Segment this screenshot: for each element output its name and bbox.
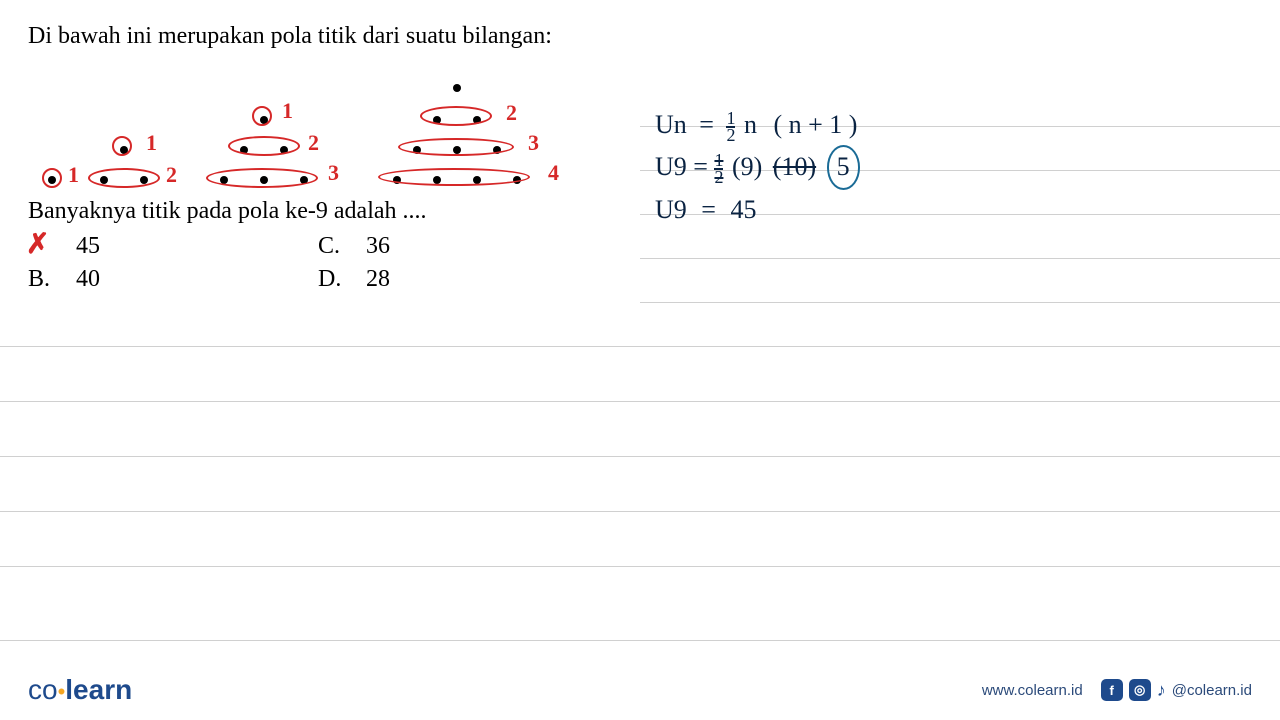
red-circle-annotation bbox=[252, 106, 272, 126]
hw-frac1: 1 2 bbox=[726, 111, 735, 144]
hw-u9b: U9 bbox=[655, 195, 687, 224]
red-circle-annotation bbox=[42, 168, 62, 188]
hw-frac1-den: 2 bbox=[726, 125, 735, 145]
red-count-label: 4 bbox=[548, 160, 559, 186]
footer: co•learn www.colearn.id f ◎ ♪ @colearn.i… bbox=[28, 674, 1252, 706]
handwritten-solution: Un = 1 2 n ( n + 1 ) U9 = 1 2 (9) (10) 5… bbox=[655, 105, 1215, 230]
hw-line-1: Un = 1 2 n ( n + 1 ) bbox=[655, 105, 1215, 145]
choice-c: C. 36 bbox=[318, 233, 518, 260]
choice-a: ✗ A. 45 bbox=[28, 233, 318, 260]
hw-paren1: ( n + 1 ) bbox=[773, 110, 857, 139]
red-count-label: 2 bbox=[506, 100, 517, 126]
red-ellipse-annotation bbox=[206, 168, 318, 188]
hw-frac2: 1 2 bbox=[714, 153, 723, 186]
hw-ten: (10) bbox=[773, 152, 816, 181]
choice-b-value: 40 bbox=[76, 266, 100, 293]
red-ellipse-annotation bbox=[88, 168, 160, 188]
cross-mark-icon: ✗ bbox=[26, 227, 49, 261]
red-count-label: 1 bbox=[146, 130, 157, 156]
hw-eq1: = bbox=[699, 110, 714, 139]
hw-n: n bbox=[744, 110, 757, 139]
choice-b-letter: B. bbox=[28, 266, 58, 293]
hw-line-2: U9 = 1 2 (9) (10) 5 bbox=[655, 145, 1215, 189]
dot-pattern-diagram: 112123234 bbox=[28, 64, 588, 194]
hw-nine: (9) bbox=[732, 152, 762, 181]
hw-line-3: U9 = 45 bbox=[655, 190, 1215, 230]
answer-choices: ✗ A. 45 C. 36 B. 40 D. 28 bbox=[28, 233, 1252, 293]
tiktok-icon: ♪ bbox=[1157, 680, 1166, 701]
hw-u9a: U9 bbox=[655, 152, 687, 181]
red-count-label: 1 bbox=[282, 98, 293, 124]
choice-a-value: 45 bbox=[76, 233, 100, 260]
question-text: Di bawah ini merupakan pola titik dari s… bbox=[28, 18, 588, 54]
brand-logo: co•learn bbox=[28, 674, 132, 706]
choice-c-value: 36 bbox=[366, 233, 390, 260]
hw-eq3: = bbox=[701, 195, 716, 224]
hw-five-circled: 5 bbox=[827, 145, 860, 189]
red-count-label: 3 bbox=[328, 160, 339, 186]
red-ellipse-annotation bbox=[378, 168, 530, 186]
choice-b: B. 40 bbox=[28, 266, 318, 293]
red-ellipse-annotation bbox=[398, 138, 514, 156]
hw-frac2-den: 2 bbox=[714, 167, 723, 187]
facebook-icon: f bbox=[1101, 679, 1123, 701]
red-count-label: 2 bbox=[308, 130, 319, 156]
hw-un: Un bbox=[655, 110, 687, 139]
logo-co: co bbox=[28, 674, 58, 705]
choice-c-letter: C. bbox=[318, 233, 348, 260]
footer-right: www.colearn.id f ◎ ♪ @colearn.id bbox=[982, 679, 1252, 701]
choice-d-value: 28 bbox=[366, 266, 390, 293]
social-icons: f ◎ ♪ @colearn.id bbox=[1101, 679, 1252, 701]
instagram-icon: ◎ bbox=[1129, 679, 1151, 701]
hw-result: 45 bbox=[730, 195, 756, 224]
footer-handle: @colearn.id bbox=[1172, 682, 1252, 699]
red-ellipse-annotation bbox=[228, 136, 300, 156]
choice-d: D. 28 bbox=[318, 266, 518, 293]
choice-d-letter: D. bbox=[318, 266, 348, 293]
logo-learn: learn bbox=[65, 674, 132, 705]
hw-eq2: = bbox=[693, 152, 708, 181]
choice-a-letter: ✗ A. bbox=[28, 233, 58, 260]
red-count-label: 3 bbox=[528, 130, 539, 156]
red-count-label: 1 bbox=[68, 162, 79, 188]
pattern-dot bbox=[453, 84, 461, 92]
red-count-label: 2 bbox=[166, 162, 177, 188]
red-ellipse-annotation bbox=[420, 106, 492, 126]
footer-url: www.colearn.id bbox=[982, 682, 1083, 699]
red-circle-annotation bbox=[112, 136, 132, 156]
